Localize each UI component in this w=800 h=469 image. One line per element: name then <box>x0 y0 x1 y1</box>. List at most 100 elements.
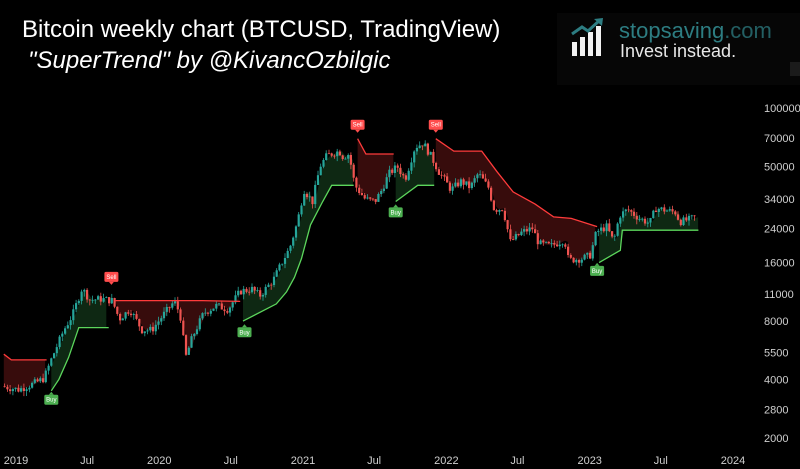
price-scale-handle[interactable] <box>790 62 800 76</box>
candle-body-90 <box>250 286 254 293</box>
x-tick-label-9: Jul <box>654 455 668 467</box>
candle-body-125 <box>347 155 350 159</box>
candle-body-165 <box>457 182 460 187</box>
candle-body-177 <box>490 187 493 201</box>
candle-body-132 <box>366 197 369 199</box>
candle-body-246 <box>679 219 682 226</box>
candle-body-121 <box>336 151 339 157</box>
candle-body-143 <box>396 165 399 168</box>
candle-body-218 <box>602 227 605 232</box>
supertrend-fill-layer <box>3 138 699 391</box>
candle-body-219 <box>605 223 608 232</box>
signal-box <box>104 271 119 282</box>
bar-chart-arrow-icon <box>571 18 603 56</box>
signal-pointer <box>242 324 247 328</box>
candle-body-159 <box>440 174 443 176</box>
candle-body-154 <box>426 143 429 155</box>
candle-body-22 <box>64 328 67 334</box>
y-tick-label-8: 5500 <box>764 348 788 360</box>
candle-body-167 <box>462 179 465 185</box>
candle-body-131 <box>363 195 366 199</box>
candle-body-223 <box>616 223 619 236</box>
supertrend-line-layer <box>3 138 699 392</box>
y-tick-label-0: 100000 <box>764 103 800 115</box>
candle-body-243 <box>671 209 674 212</box>
candle-body-135 <box>374 199 377 202</box>
candle-body-126 <box>349 155 352 165</box>
candle-body-123 <box>341 155 344 159</box>
candle-body-53 <box>149 326 152 331</box>
candle-body-31 <box>88 299 91 301</box>
candle-body-169 <box>468 181 471 189</box>
candle-body-242 <box>668 209 671 211</box>
candle-body-84 <box>234 295 237 303</box>
candle-body-88 <box>245 288 248 292</box>
signal-label: Buy <box>46 398 56 404</box>
candle-body-70 <box>195 329 199 334</box>
candle-body-248 <box>685 217 688 221</box>
candle-body-222 <box>613 235 616 237</box>
candle-body-221 <box>611 231 614 237</box>
brand-name-domain: .com <box>724 18 772 43</box>
candle-body-29 <box>83 289 86 292</box>
candle-body-82 <box>228 307 232 313</box>
candle-body-231 <box>638 219 641 220</box>
candle-body-139 <box>385 177 388 189</box>
candle-body-209 <box>578 259 581 263</box>
candle-body-83 <box>231 302 234 308</box>
brand-name[interactable]: stopsaving.com <box>619 18 772 44</box>
candle-body-98 <box>272 276 276 285</box>
candle-body-157 <box>435 162 438 170</box>
candle-body-109 <box>303 194 306 206</box>
candle-body-206 <box>569 255 572 258</box>
candle-body-40 <box>113 298 116 307</box>
candle-body-41 <box>116 306 119 314</box>
supertrend-line-up-5 <box>395 184 435 203</box>
candle-body-226 <box>624 209 627 212</box>
candle-body-240 <box>663 207 666 212</box>
signal-box <box>44 394 59 405</box>
candle-body-164 <box>454 182 457 187</box>
candle-body-103 <box>286 250 289 258</box>
candle-body-1 <box>6 386 9 390</box>
candle-body-59 <box>165 307 168 312</box>
candle-body-185 <box>512 239 515 240</box>
signal-pointer <box>433 129 439 133</box>
candle-body-27 <box>77 300 80 304</box>
candles-layer <box>3 140 696 397</box>
candle-body-14 <box>42 378 45 383</box>
candle-body-237 <box>654 210 658 212</box>
candle-body-91 <box>253 286 256 291</box>
candle-body-38 <box>108 297 111 304</box>
candle-body-119 <box>330 153 333 156</box>
candle-body-141 <box>391 169 394 173</box>
candle-body-57 <box>160 318 163 322</box>
x-tick-label-1: Jul <box>80 455 94 467</box>
candle-body-63 <box>176 301 179 310</box>
candle-body-114 <box>316 175 320 185</box>
price-axis: 100000 70000 50000 34000 24000 16000 11000 8000… <box>764 103 800 445</box>
candle-body-21 <box>61 333 64 337</box>
candle-body-239 <box>660 207 663 209</box>
signal-pointer <box>393 204 399 208</box>
candle-body-69 <box>193 333 196 337</box>
candle-body-81 <box>226 311 229 313</box>
brand-tagline: Invest instead. <box>620 41 737 61</box>
y-tick-label-11: 2000 <box>764 433 788 445</box>
candle-body-73 <box>204 312 207 314</box>
candle-body-204 <box>564 244 567 247</box>
candle-body-192 <box>531 227 534 230</box>
candle-body-85 <box>237 290 240 296</box>
candle-body-86 <box>239 290 243 295</box>
supertrend-line-down-4 <box>357 138 394 155</box>
candle-body-10 <box>31 382 34 388</box>
candle-body-233 <box>643 218 647 224</box>
candle-body-207 <box>572 257 575 263</box>
candle-body-25 <box>72 309 75 321</box>
candle-body-161 <box>446 176 449 183</box>
candle-body-214 <box>591 245 594 259</box>
candle-body-58 <box>162 311 166 319</box>
candle-body-227 <box>627 209 630 211</box>
y-tick-label-1: 70000 <box>764 133 795 145</box>
